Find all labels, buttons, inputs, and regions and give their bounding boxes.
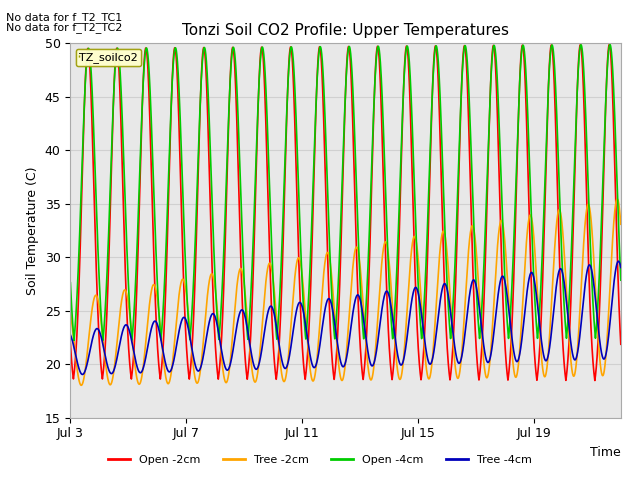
Tree -2cm (617, 221, 625, 227)
Tree -4cm (614, 258, 622, 264)
Line: Tree -2cm: Tree -2cm (70, 199, 621, 385)
Open -4cm (215, 336, 223, 341)
Title: Tonzi Soil CO2 Profile: Upper Temperatures: Tonzi Soil CO2 Profile: Upper Temperatur… (182, 23, 509, 38)
Open -4cm (241, 286, 248, 292)
Line: Tree -4cm: Tree -4cm (70, 261, 621, 374)
Tree -2cm (197, 362, 205, 368)
Open -2cm (562, 375, 570, 381)
Tree -4cm (79, 372, 86, 377)
Tree -4cm (197, 364, 205, 370)
Open -2cm (332, 369, 339, 374)
Line: Open -4cm: Open -4cm (70, 45, 621, 340)
Open -2cm (67, 340, 74, 346)
Open -4cm (332, 331, 339, 337)
Open -4cm (326, 262, 334, 267)
X-axis label: Time: Time (590, 446, 621, 459)
Tree -4cm (617, 264, 625, 270)
Text: No data for f_T2_TC2: No data for f_T2_TC2 (6, 22, 123, 33)
Legend: Open -2cm, Tree -2cm, Open -4cm, Tree -4cm: Open -2cm, Tree -2cm, Open -4cm, Tree -4… (104, 451, 536, 469)
Tree -2cm (613, 196, 621, 202)
Open -2cm (215, 372, 223, 377)
Tree -4cm (562, 292, 570, 298)
Tree -2cm (67, 310, 74, 315)
Tree -2cm (332, 319, 339, 325)
Open -2cm (326, 324, 334, 330)
Tree -2cm (562, 275, 570, 280)
Open -2cm (591, 378, 598, 384)
Open -4cm (617, 277, 625, 283)
Open -4cm (197, 83, 205, 88)
Y-axis label: Soil Temperature (C): Soil Temperature (C) (26, 166, 39, 295)
Open -4cm (67, 280, 74, 286)
Tree -4cm (332, 324, 339, 330)
Tree -4cm (326, 298, 334, 303)
Open -2cm (197, 84, 205, 90)
Text: No data for f_T2_TC1: No data for f_T2_TC1 (6, 12, 123, 23)
Line: Open -2cm: Open -2cm (70, 45, 621, 381)
Tree -2cm (241, 285, 248, 290)
Open -2cm (617, 341, 625, 347)
Tree -2cm (326, 261, 334, 267)
Open -2cm (605, 42, 613, 48)
Legend: TZ_soilco2: TZ_soilco2 (76, 49, 141, 66)
Open -4cm (70, 337, 78, 343)
Tree -2cm (215, 326, 223, 332)
Open -2cm (241, 345, 248, 350)
Open -4cm (606, 42, 614, 48)
Tree -4cm (241, 312, 248, 318)
Tree -2cm (77, 383, 85, 388)
Tree -4cm (215, 332, 223, 338)
Open -4cm (562, 326, 570, 332)
Tree -4cm (67, 332, 74, 338)
